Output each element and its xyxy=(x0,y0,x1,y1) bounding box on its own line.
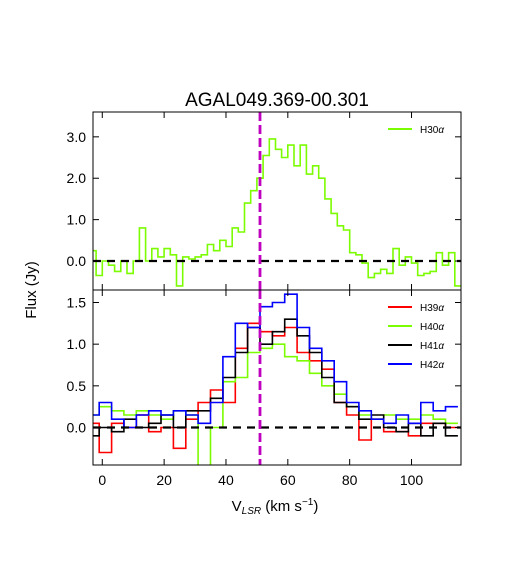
x-tick-label: 0 xyxy=(98,472,106,488)
x-label-v: V xyxy=(232,498,242,515)
y-tick-label: 0.0 xyxy=(67,420,87,436)
legend-label-h41: H41α xyxy=(420,341,444,352)
legend-label-main: H40 xyxy=(420,322,439,333)
legend-label-h42: H42α xyxy=(420,360,444,371)
x-axis-label: VLSR (km s−1) xyxy=(232,497,319,517)
legend-label-main: H39 xyxy=(420,303,439,314)
series-line-h41-alpha xyxy=(93,318,458,437)
plot-area-panel-1 xyxy=(93,112,461,290)
series-line-h30-alpha xyxy=(93,138,461,287)
x-label-unit: (km s xyxy=(261,498,302,515)
y-tick-label: 0.5 xyxy=(67,378,87,394)
legend-label-alpha: α xyxy=(438,341,444,352)
y-axis-label: Flux (Jy) xyxy=(23,261,40,319)
legend-label-alpha: α xyxy=(438,303,444,314)
panel-frame-2 xyxy=(92,289,462,466)
series-line-h42-alpha xyxy=(93,293,458,429)
y-tick-label: 0.0 xyxy=(67,253,87,269)
x-label-exp: −1 xyxy=(302,497,314,508)
x-tick-label: 60 xyxy=(280,472,296,488)
legend-label-h40: H40α xyxy=(420,322,444,333)
legend-label-main: H42 xyxy=(420,360,439,371)
x-tick-label: 100 xyxy=(400,472,424,488)
x-label-sub: LSR xyxy=(242,506,261,517)
y-tick-label: 1.0 xyxy=(67,336,87,352)
x-tick-label: 20 xyxy=(156,472,172,488)
x-tick-label: 80 xyxy=(342,472,358,488)
plot-area-panel-2 xyxy=(93,290,461,465)
x-label-close: ) xyxy=(313,498,318,515)
x-tick-label: 40 xyxy=(218,472,234,488)
legend-label-alpha: α xyxy=(438,322,444,333)
y-tick-label: 3.0 xyxy=(67,129,87,145)
y-tick-label: 1.0 xyxy=(67,212,87,228)
chart-title: AGAL049.369-00.301 xyxy=(185,90,369,111)
y-tick-label: 2.0 xyxy=(67,170,87,186)
y-tick-label: 1.5 xyxy=(67,295,87,311)
legend-label-h39: H39α xyxy=(420,303,444,314)
legend-label-h30: H30α xyxy=(420,125,444,136)
legend-label-alpha: α xyxy=(438,360,444,371)
legend-label-main: H30 xyxy=(420,125,439,136)
legend-label-main: H41 xyxy=(420,341,439,352)
legend-label-alpha: α xyxy=(438,125,444,136)
